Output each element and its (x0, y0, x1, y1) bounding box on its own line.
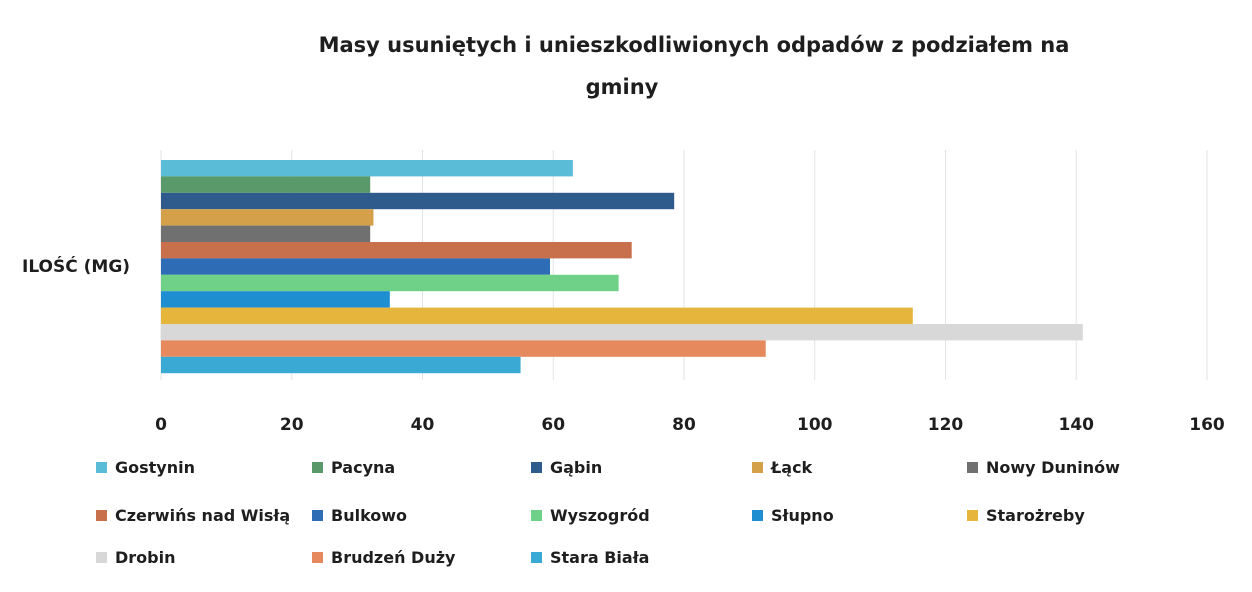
legend-label: Gąbin (550, 458, 602, 477)
legend-swatch (96, 510, 107, 521)
bar (161, 176, 371, 193)
legend-swatch (531, 462, 542, 473)
bar (161, 340, 766, 357)
legend-swatch (96, 462, 107, 473)
legend-label: Wyszogród (550, 506, 650, 525)
bar (161, 192, 675, 210)
x-tick-label: 160 (1189, 415, 1225, 435)
legend-label: Pacyna (331, 458, 395, 477)
bar (161, 160, 573, 177)
bar (161, 356, 521, 374)
legend-label: Starożreby (986, 506, 1085, 525)
legend-swatch (312, 552, 323, 563)
x-tick-label: 140 (1059, 415, 1095, 435)
legend-swatch (531, 552, 542, 563)
legend-swatch (752, 510, 763, 521)
legend-swatch (312, 510, 323, 521)
bar (161, 291, 390, 308)
bar (161, 242, 632, 259)
bar (161, 225, 371, 242)
bars (161, 160, 1083, 374)
chart-title-line-2: gminy (586, 75, 659, 99)
x-axis-ticks: 0 20 40 60 80 100 120 140 160 (155, 415, 1225, 435)
category-label: ILOŚĆ (MG) (22, 255, 130, 277)
legend-label: Drobin (115, 548, 176, 567)
x-tick-label: 0 (155, 415, 167, 435)
legend-label: Stara Biała (550, 548, 649, 567)
legend: Gostynin Pacyna Gąbin Łąck Nowy Duninów Czerw… (96, 458, 1120, 567)
legend-swatch (531, 510, 542, 521)
x-tick-label: 40 (411, 415, 435, 435)
bar (161, 209, 374, 226)
x-tick-label: 60 (541, 415, 565, 435)
chart-title-line-1: Masy usuniętych i unieszkodliwionych odp… (319, 33, 1070, 57)
bar (161, 274, 619, 292)
x-tick-label: 80 (672, 415, 696, 435)
legend-label: Słupno (771, 506, 834, 525)
chart-title: Masy usuniętych i unieszkodliwionych odp… (319, 33, 1070, 99)
legend-swatch (752, 462, 763, 473)
legend-label: Gostynin (115, 458, 195, 477)
legend-label: Czerwińs nad Wisłą (115, 506, 290, 525)
bar (161, 258, 550, 275)
bar (161, 324, 1083, 341)
x-tick-label: 100 (797, 415, 833, 435)
legend-label: Brudzeń Duży (331, 548, 456, 567)
x-tick-label: 120 (928, 415, 964, 435)
legend-swatch (967, 462, 978, 473)
legend-label: Bulkowo (331, 506, 407, 525)
legend-swatch (312, 462, 323, 473)
legend-swatch (96, 552, 107, 563)
bar (161, 307, 913, 324)
legend-label: Łąck (770, 458, 813, 477)
x-tick-label: 20 (280, 415, 304, 435)
legend-label: Nowy Duninów (986, 458, 1120, 477)
legend-swatch (967, 510, 978, 521)
